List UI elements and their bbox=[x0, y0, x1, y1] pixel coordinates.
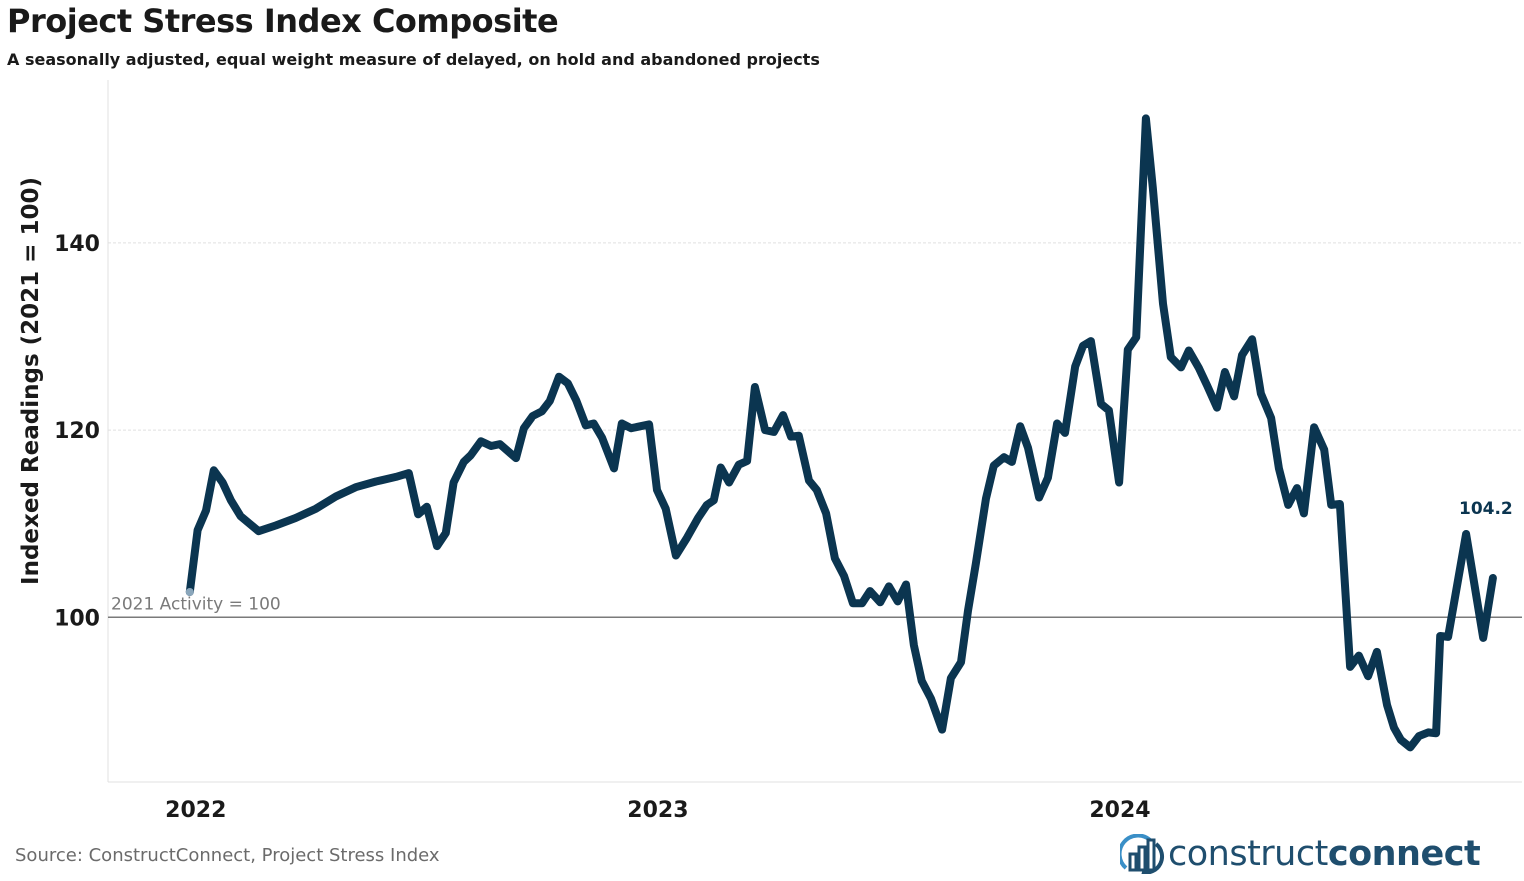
y-tick-label: 100 bbox=[54, 606, 100, 631]
x-tick-label: 2023 bbox=[627, 798, 688, 823]
chart-subtitle: A seasonally adjusted, equal weight meas… bbox=[7, 50, 820, 69]
gridlines bbox=[107, 80, 1522, 783]
y-axis-label: Indexed Readings (2021 = 100) bbox=[18, 177, 44, 585]
chart-title: Project Stress Index Composite bbox=[7, 2, 559, 40]
x-axis-ticks: 2022 2023 2024 bbox=[165, 798, 1150, 823]
reference-line-label: 2021 Activity = 100 bbox=[111, 594, 281, 614]
x-tick-label: 2022 bbox=[165, 798, 226, 823]
constructconnect-logo: construct connect bbox=[1120, 834, 1481, 874]
source-note: Source: ConstructConnect, Project Stress… bbox=[15, 845, 440, 866]
series-line bbox=[185, 114, 1497, 752]
y-tick-label: 140 bbox=[54, 232, 100, 257]
data-point bbox=[185, 587, 194, 596]
y-tick-label: 120 bbox=[54, 419, 100, 444]
data-points bbox=[185, 118, 1493, 748]
logo-text-connect: connect bbox=[1327, 834, 1481, 874]
logo-text-construct: construct bbox=[1168, 834, 1328, 874]
last-value-label: 104.2 bbox=[1459, 499, 1513, 519]
logo-buildings-icon bbox=[1120, 834, 1164, 874]
y-axis-ticks: 100 120 140 bbox=[54, 232, 100, 631]
x-tick-label: 2024 bbox=[1089, 798, 1150, 823]
